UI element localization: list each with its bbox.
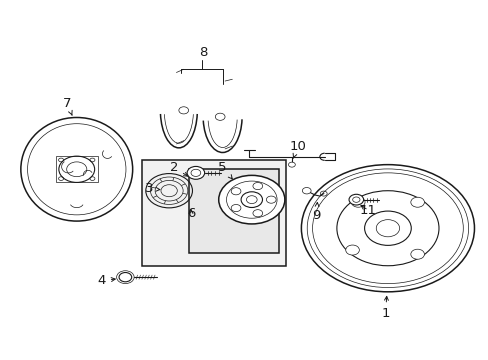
Text: 9: 9 (312, 203, 320, 222)
Circle shape (241, 192, 262, 207)
Circle shape (410, 249, 424, 259)
Text: 3: 3 (145, 183, 160, 195)
Circle shape (266, 196, 276, 203)
Circle shape (301, 165, 473, 292)
Text: 11: 11 (359, 204, 376, 217)
Bar (188, 169, 278, 253)
Circle shape (288, 162, 295, 167)
Text: 7: 7 (62, 97, 72, 115)
Circle shape (302, 188, 310, 194)
Circle shape (351, 197, 365, 207)
Text: 8: 8 (199, 46, 207, 59)
Circle shape (231, 188, 241, 195)
Circle shape (231, 204, 241, 212)
Circle shape (252, 210, 262, 217)
Ellipse shape (21, 117, 132, 221)
Bar (56, 156, 98, 182)
Text: 10: 10 (289, 140, 306, 158)
Text: 5: 5 (218, 161, 232, 179)
Circle shape (187, 166, 204, 179)
Circle shape (410, 197, 424, 207)
Bar (142, 160, 285, 266)
Circle shape (348, 194, 363, 205)
Circle shape (345, 245, 359, 255)
Text: 6: 6 (186, 207, 195, 220)
Circle shape (218, 175, 285, 224)
Circle shape (119, 273, 131, 282)
Text: 2: 2 (169, 161, 187, 176)
Text: 4: 4 (97, 274, 115, 287)
Circle shape (252, 183, 262, 190)
Text: 1: 1 (381, 296, 389, 320)
